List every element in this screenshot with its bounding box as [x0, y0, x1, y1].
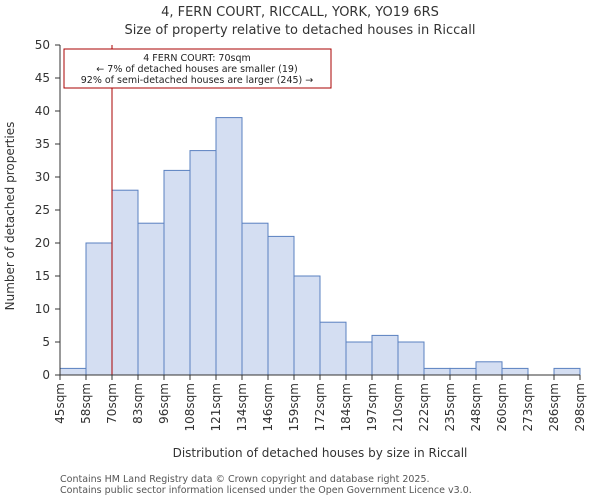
bar-58sqm	[85, 242, 113, 376]
y-tick-label: 0	[42, 368, 50, 382]
bar-96sqm	[163, 169, 191, 376]
x-tick-label: 273sqm	[521, 383, 535, 431]
footer-line-2: Contains public sector information licen…	[60, 485, 472, 496]
x-tick-label: 197sqm	[365, 383, 379, 431]
x-axis-label: Distribution of detached houses by size …	[173, 446, 468, 460]
x-tick-label: 298sqm	[573, 383, 587, 431]
y-tick-label: 20	[35, 236, 50, 250]
bar-146sqm	[267, 235, 295, 376]
bar-70sqm	[111, 189, 139, 376]
y-tick-label: 40	[35, 104, 50, 118]
x-tick-label: 184sqm	[339, 383, 353, 431]
x-tick-label: 83sqm	[131, 383, 145, 424]
x-tick-label: 96sqm	[157, 383, 171, 424]
x-axis-ticks: 45sqm 58sqm 70sqm 83sqm 96sqm 108sqm 121sqm 134…	[53, 375, 587, 431]
bar-184sqm	[345, 341, 373, 376]
bar-260sqm	[501, 367, 529, 376]
y-axis-label: Number of detached properties	[3, 122, 17, 311]
x-tick-label: 260sqm	[495, 383, 509, 431]
bar-286sqm	[553, 367, 581, 376]
bar-197sqm	[371, 334, 399, 376]
x-tick-label: 121sqm	[209, 383, 223, 431]
bar-235sqm	[449, 367, 477, 376]
annotation-group: 4 FERN COURT: 70sqm ← 7% of detached hou…	[63, 48, 332, 89]
x-tick-label: 134sqm	[235, 383, 249, 431]
bar-108sqm	[189, 150, 217, 376]
bar-121sqm	[215, 117, 243, 376]
x-tick-label: 108sqm	[183, 383, 197, 431]
annotation-line-2: ← 7% of detached houses are smaller (19)	[96, 64, 297, 75]
annotation-box	[63, 48, 332, 89]
x-tick-label: 210sqm	[391, 383, 405, 431]
chart-title: 4, FERN COURT, RICCALL, YORK, YO19 6RS	[161, 5, 439, 20]
x-tick-label: 70sqm	[105, 383, 119, 424]
y-tick-label: 5	[42, 335, 50, 349]
x-tick-label: 286sqm	[547, 383, 561, 431]
x-tick-label: 172sqm	[313, 383, 327, 431]
x-tick-label: 248sqm	[469, 383, 483, 431]
y-tick-label: 10	[35, 302, 50, 316]
bar-222sqm	[423, 367, 451, 376]
y-tick-label: 50	[35, 38, 50, 52]
y-tick-label: 35	[35, 137, 50, 151]
y-tick-label: 25	[35, 203, 50, 217]
annotation-line-1: 4 FERN COURT: 70sqm	[143, 53, 251, 64]
y-tick-label: 15	[35, 269, 50, 283]
bars-group	[59, 117, 581, 376]
x-tick-label: 235sqm	[443, 383, 457, 431]
bar-172sqm	[319, 321, 347, 376]
bar-159sqm	[293, 275, 321, 376]
bar-45sqm	[59, 367, 87, 376]
bar-248sqm	[475, 361, 503, 376]
annotation-line-3: 92% of semi-detached houses are larger (…	[81, 75, 314, 86]
chart-subtitle: Size of property relative to detached ho…	[125, 23, 476, 38]
footer-line-1: Contains HM Land Registry data © Crown c…	[60, 474, 430, 485]
y-axis-ticks: 0 5 10 15 20 25 30 35 40 45 50	[35, 38, 60, 382]
bar-134sqm	[241, 222, 269, 376]
bar-210sqm	[397, 341, 425, 376]
x-tick-label: 159sqm	[287, 383, 301, 431]
x-tick-label: 222sqm	[417, 383, 431, 431]
x-tick-label: 45sqm	[53, 383, 67, 424]
x-tick-label: 146sqm	[261, 383, 275, 431]
y-tick-label: 45	[35, 71, 50, 85]
y-tick-label: 30	[35, 170, 50, 184]
bar-83sqm	[137, 222, 165, 376]
x-tick-label: 58sqm	[79, 383, 93, 424]
